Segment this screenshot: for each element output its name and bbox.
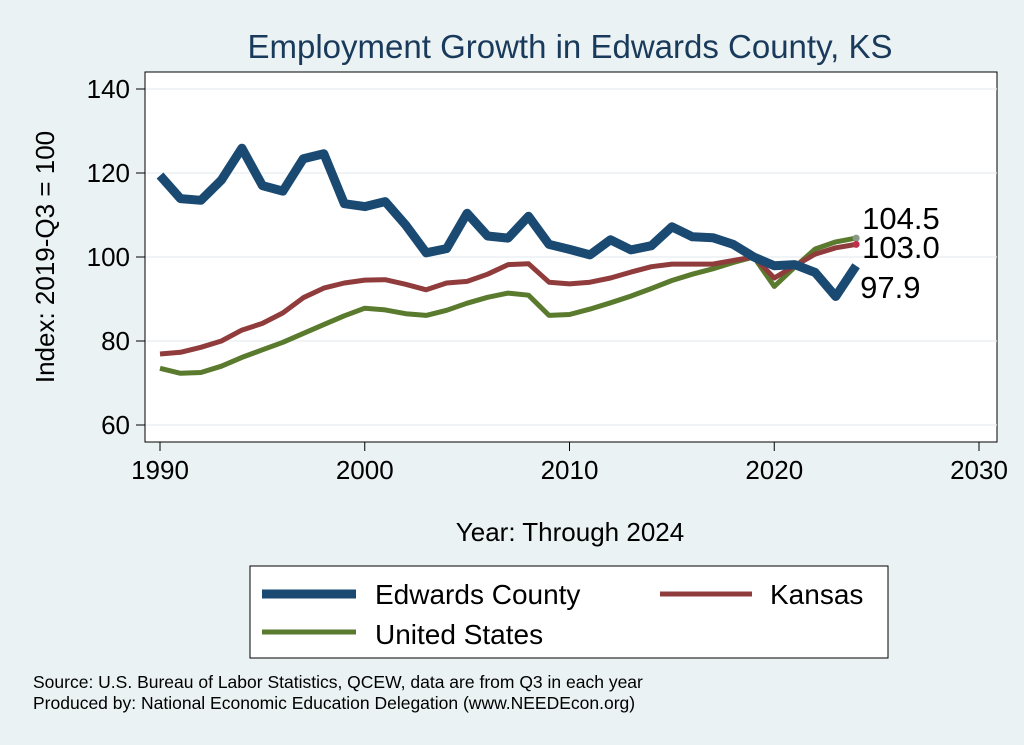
legend-label-edwards: Edwards County (375, 579, 580, 610)
y-tick-label-140: 140 (87, 74, 130, 104)
end-point-kansas (852, 240, 860, 248)
y-tick-label-100: 100 (87, 242, 130, 272)
axes: 60 80 100 120 140 1990 2000 2010 2020 2030 (87, 72, 1008, 485)
chart-title: Employment Growth in Edwards County, KS (248, 28, 893, 65)
series-line-edwards-county (156, 143, 860, 301)
legend-box (249, 565, 889, 659)
x-axis-title: Year: Through 2024 (456, 517, 684, 547)
series-lines (156, 143, 860, 376)
x-tick-label-1990: 1990 (131, 455, 189, 485)
legend-label-kansas: Kansas (770, 579, 863, 610)
y-axis-title: Index: 2019-Q3 = 100 (30, 131, 60, 383)
source-note: Source: U.S. Bureau of Labor Statistics,… (33, 672, 643, 692)
legend: Edwards County Kansas United States (249, 565, 889, 659)
end-label-united-states: 104.5 (862, 201, 940, 236)
end-label-kansas: 103.0 (862, 230, 940, 265)
x-tick-label-2000: 2000 (336, 455, 394, 485)
x-tick-label-2030: 2030 (950, 455, 1008, 485)
end-label-edwards-county: 97.9 (860, 270, 920, 305)
series-line-kansas (159, 241, 857, 357)
x-tick-label-2020: 2020 (745, 455, 803, 485)
y-tick-label-60: 60 (101, 410, 130, 440)
y-tick-label-80: 80 (101, 326, 130, 356)
y-tick-label-120: 120 (87, 158, 130, 188)
end-point-united-states (852, 234, 860, 242)
producer-note: Produced by: National Economic Education… (33, 693, 635, 713)
legend-label-united-states: United States (375, 619, 543, 650)
x-tick-label-2010: 2010 (541, 455, 599, 485)
